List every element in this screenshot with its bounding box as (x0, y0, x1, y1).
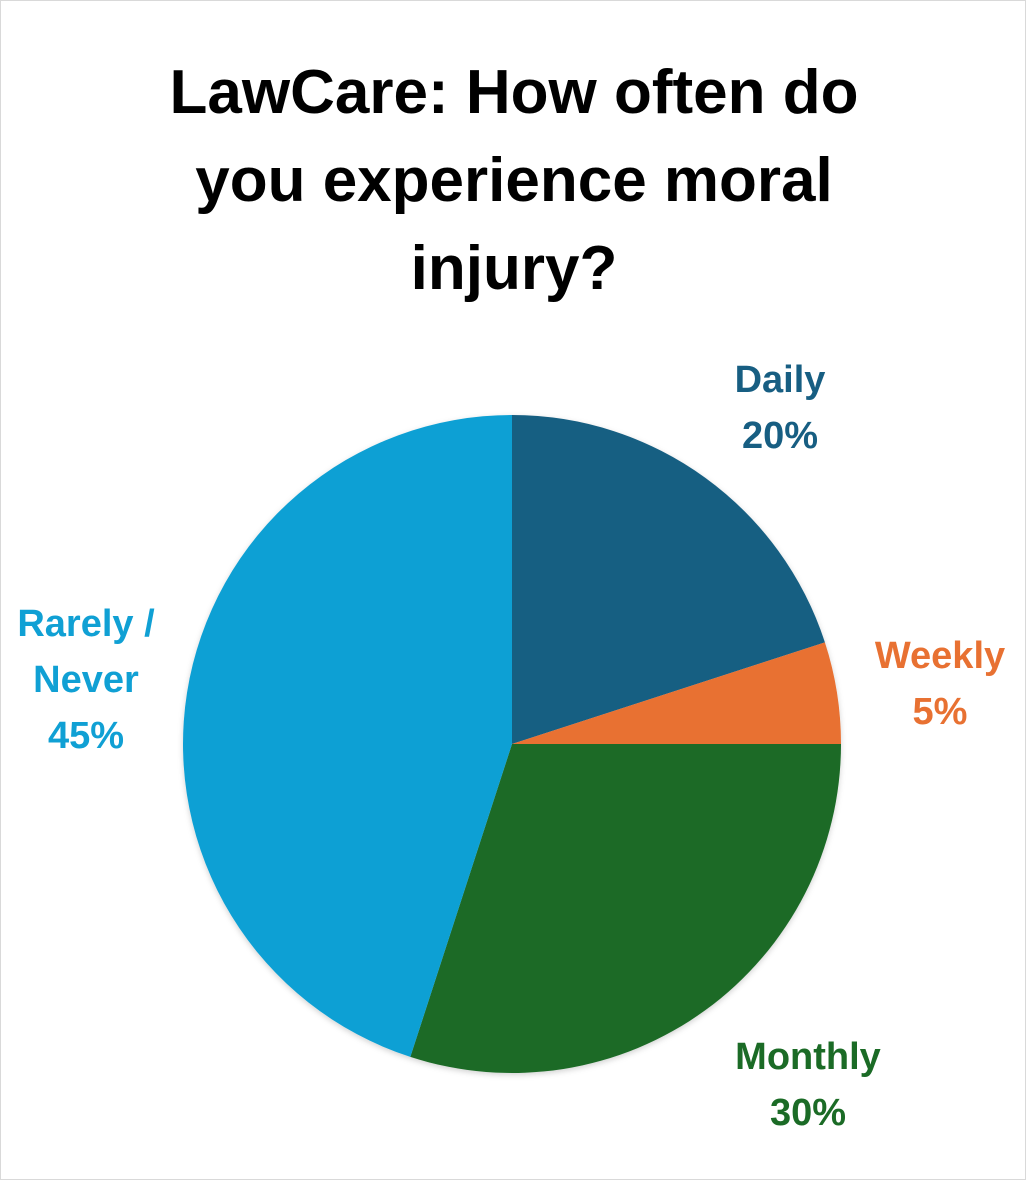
data-label-percent-rarely-never: 45% (48, 715, 124, 757)
data-label-category-monthly: Monthly (735, 1036, 881, 1078)
data-label-percent-weekly: 5% (913, 691, 968, 733)
pie-labels: Daily 20% Weekly 5% Monthly 30% Rarely / Never 4… (17, 359, 1005, 1134)
chart-title: LawCare: How often do you experience mor… (1, 49, 1026, 313)
pie-slice-rarely-never (182, 415, 512, 1057)
data-label-percent-daily: 20% (742, 415, 818, 457)
data-label-percent-monthly: 30% (770, 1092, 846, 1134)
data-label-category-weekly: Weekly (875, 635, 1005, 677)
data-label-category-rarely-never: Never (33, 659, 139, 701)
data-label-category-daily: Daily (735, 359, 826, 401)
chart-title-line-1: LawCare: How often do (169, 58, 859, 127)
pie-slices (182, 415, 841, 1073)
pie-slice-monthly (410, 744, 841, 1073)
chart-title-line-2: you experience moral (195, 146, 833, 215)
pie-slice-weekly (512, 642, 841, 744)
pie-slice-daily (512, 415, 825, 744)
chart-title-line-3: injury? (410, 234, 618, 303)
data-label-category-rarely-never: Rarely / (17, 603, 155, 645)
